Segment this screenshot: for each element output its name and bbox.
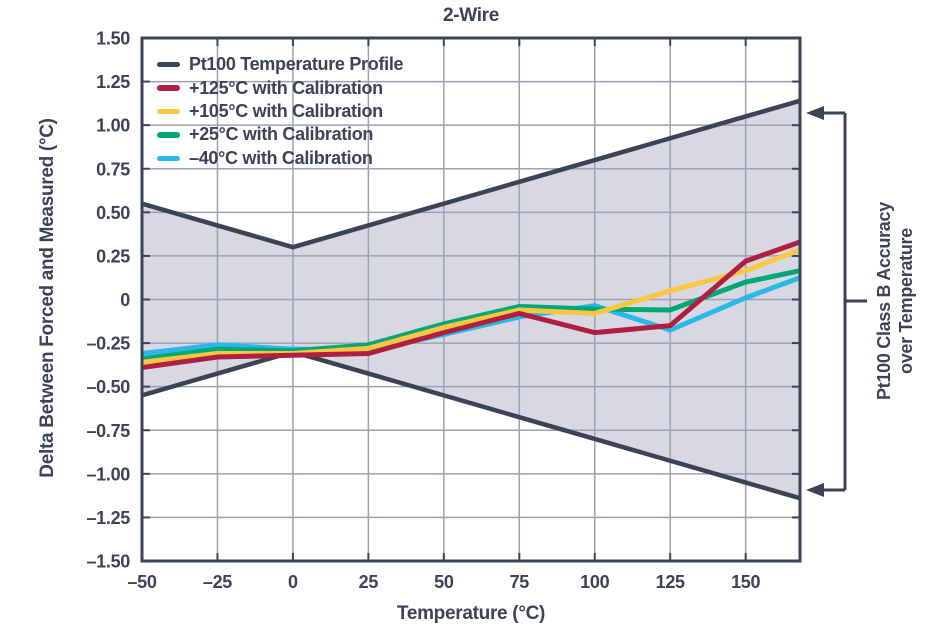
x-tick-labels: –50 –25 0 25 50 75 100 125 150: [127, 572, 760, 592]
legend-item-label: +125°C with Calibration: [189, 77, 383, 98]
legend-item: +25°C with Calibration: [157, 123, 403, 146]
x-axis-title: Temperature (°C): [396, 603, 546, 624]
legend-item-label: Pt100 Temperature Profile: [189, 54, 404, 75]
legend-line-swatch-icon: [157, 132, 180, 138]
y-tick-label: –1.00: [86, 464, 130, 484]
y-tick-label: –0.75: [86, 421, 130, 441]
x-tick-label: 0: [288, 572, 298, 592]
legend-item: +125°C with Calibration: [157, 76, 403, 99]
y-tick-label: 0.50: [96, 203, 130, 223]
series-line: [142, 239, 800, 370]
legend-item: +105°C with Calibration: [157, 100, 403, 123]
annotation-line-1: Pt100 Class B Accuracy: [874, 202, 894, 400]
legend-line-swatch-icon: [157, 108, 180, 115]
y-tick-label: 1.50: [96, 29, 130, 49]
series-envelope-lower: [142, 349, 800, 501]
gridlines: [142, 38, 800, 561]
y-tick-label: –0.50: [86, 377, 130, 397]
legend: Pt100 Temperature Profile +125°C with Ca…: [157, 53, 404, 170]
series-line: [142, 247, 800, 365]
legend-item: Pt100 Temperature Profile: [157, 53, 404, 76]
y-axis-title: Delta Between Forced and Measured (°C): [37, 118, 58, 478]
arrow-down-icon: [806, 483, 824, 497]
legend-line-swatch-icon: [157, 155, 180, 161]
y-tick-label: –1.50: [86, 552, 130, 572]
y-tick-label: –0.25: [86, 334, 130, 354]
x-tick-label: 125: [656, 572, 685, 592]
plot-border: [140, 36, 802, 563]
x-tick-label: 100: [580, 572, 609, 592]
class-b-accuracy-annotation: Pt100 Class B Accuracy over Temperature: [874, 121, 918, 481]
y-tick-label: 1.00: [96, 116, 130, 136]
legend-item: –40°C with Calibration: [157, 147, 403, 170]
series-envelope-upper: [142, 98, 800, 250]
x-tick-label: –25: [203, 572, 232, 592]
legend-line-swatch-icon: [157, 85, 180, 91]
arrow-up-icon: [806, 106, 824, 120]
y-tick-label: 0.75: [96, 159, 130, 179]
y-tick-label: 0: [120, 290, 130, 310]
chart-title: 2-Wire: [442, 5, 500, 26]
y-tick-label: –1.25: [86, 508, 130, 528]
y-tick-labels: 1.50 1.25 1.00 0.75 0.50 0.25 0 –0.25 –0.50 –0.75…: [86, 29, 130, 572]
legend-line-swatch-icon: [157, 61, 180, 68]
legend-item-label: +25°C with Calibration: [189, 124, 374, 145]
series-line: [142, 275, 800, 357]
legend-item-label: +105°C with Calibration: [189, 100, 383, 121]
class-b-bracket: [806, 106, 867, 497]
legend-item-label: –40°C with Calibration: [189, 147, 373, 168]
annotation-line-2: over Temperature: [895, 228, 916, 374]
x-tick-label: 75: [510, 572, 530, 592]
y-tick-label: 0.25: [96, 246, 130, 266]
x-tick-label: 25: [359, 572, 379, 592]
x-tick-label: –50: [127, 572, 156, 592]
y-tick-label: 1.25: [96, 72, 130, 92]
x-tick-label: 50: [434, 572, 454, 592]
x-tick-label: 150: [731, 572, 760, 592]
